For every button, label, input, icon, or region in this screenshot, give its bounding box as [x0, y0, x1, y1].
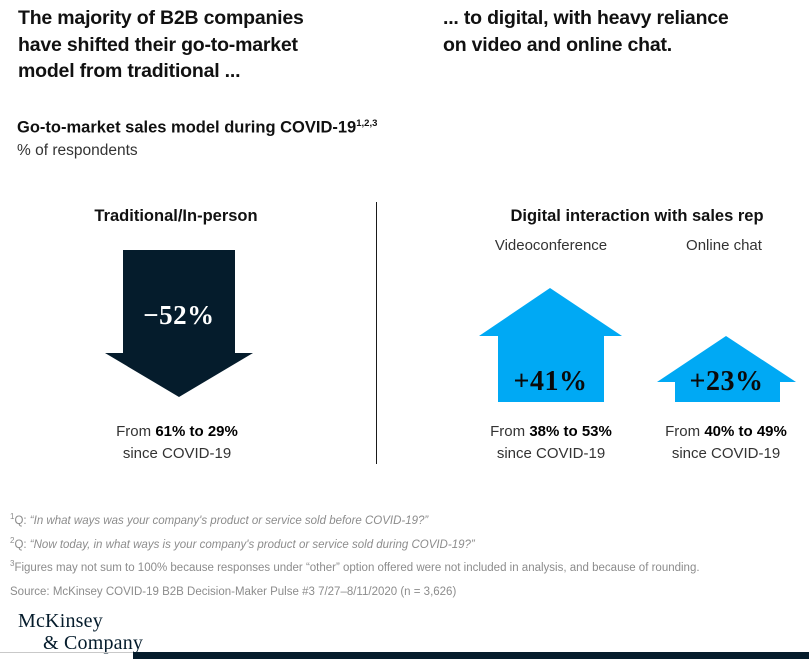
videoconference-up-arrow-icon	[479, 288, 622, 402]
exhibit-title-text: Go-to-market sales model during COVID-19	[17, 118, 357, 137]
online-chat-from-line: From 40% to 49%	[626, 421, 809, 443]
footnote-1-quote: “In what ways was your company's product…	[29, 515, 429, 527]
footnote-1: 1Q: “In what ways was your company's pro…	[10, 510, 800, 534]
online-chat-from-range: 40% to 49%	[704, 423, 787, 440]
traditional-from-prefix: From	[116, 423, 156, 440]
headline-right-line-2: on video and online chat.	[443, 33, 673, 56]
traditional-change-value: −52%	[143, 300, 215, 330]
videoconference-from-label: From 38% to 53% since COVID-19	[451, 421, 651, 465]
footnote-3-text: Figures may not sum to 100% because resp…	[14, 562, 700, 574]
mckinsey-logo: McKinsey & Company	[18, 610, 143, 654]
online-chat-label: Online chat	[686, 237, 762, 254]
logo-line-2: & Company	[43, 632, 144, 654]
videoconference-from-prefix: From	[490, 423, 530, 440]
bottom-navy-bar	[133, 652, 809, 659]
section-divider	[376, 202, 377, 464]
footnote-3-superscript: 3	[10, 559, 15, 569]
headline-left-line-2: have shifted their go-to-market	[18, 33, 298, 56]
headline-left-line-3: model from traditional ...	[18, 60, 241, 82]
source-line: Source: McKinsey COVID-19 B2B Decision-M…	[10, 585, 457, 598]
headline-right-line-1: ... to digital, with heavy reliance	[443, 7, 729, 29]
footnotes-block: 1Q: “In what ways was your company's pro…	[10, 510, 800, 604]
traditional-from-line: From 61% to 29%	[77, 421, 277, 443]
exhibit-subtitle: % of respondents	[17, 142, 138, 159]
online-chat-since-line: since COVID-19	[671, 445, 781, 462]
traditional-since-line: since COVID-19	[122, 445, 232, 462]
videoconference-from-range: 38% to 53%	[529, 423, 612, 440]
traditional-from-range: 61% to 29%	[155, 423, 238, 440]
headline-left: The majority of B2B companies have shift…	[18, 5, 378, 85]
exhibit-title-superscript: 1,2,3	[356, 118, 378, 129]
online-chat-change-value: +23%	[689, 366, 764, 397]
videoconference-label: Videoconference	[494, 237, 608, 254]
digital-section-header: Digital interaction with sales rep	[510, 207, 764, 225]
headline-left-line-1: The majority of B2B companies	[18, 7, 304, 29]
online-chat-from-label: From 40% to 49% since COVID-19	[626, 421, 809, 465]
videoconference-since-line: since COVID-19	[496, 445, 606, 462]
exhibit-title: Go-to-market sales model during COVID-19…	[17, 118, 377, 138]
traditional-section-header: Traditional/In-person	[94, 207, 258, 225]
footnote-2-superscript: 2	[10, 535, 15, 545]
footnote-1-superscript: 1	[10, 512, 15, 522]
logo-line-1: McKinsey	[18, 610, 103, 632]
traditional-down-arrow-icon	[105, 250, 253, 397]
online-chat-up-arrow-icon	[657, 336, 796, 402]
headline-right: ... to digital, with heavy reliance on v…	[443, 5, 803, 58]
footnote-2: 2Q: “Now today, in what ways is your com…	[10, 534, 800, 558]
footnote-2-quote: “Now today, in what ways is your company…	[29, 538, 475, 551]
traditional-from-label: From 61% to 29% since COVID-19	[77, 421, 277, 465]
online-chat-from-prefix: From	[665, 423, 705, 440]
videoconference-from-line: From 38% to 53%	[451, 421, 651, 443]
footnote-2-label: Q:	[14, 538, 30, 551]
footnote-1-label: Q:	[14, 515, 30, 527]
videoconference-change-value: +41%	[513, 366, 588, 397]
footnote-3: 3Figures may not sum to 100% because res…	[10, 557, 800, 581]
